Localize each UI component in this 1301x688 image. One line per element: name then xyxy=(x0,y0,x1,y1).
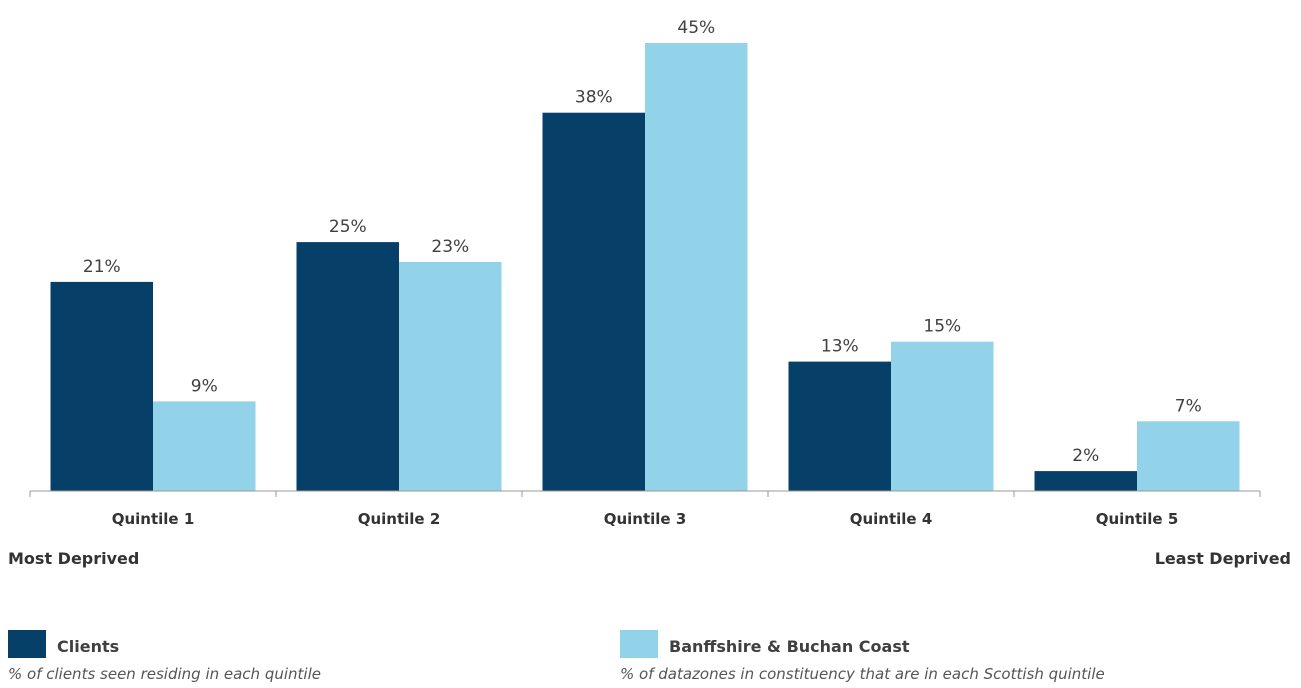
data-label-constituency-q5: 7% xyxy=(1175,396,1202,416)
category-label-q1: Quintile 1 xyxy=(112,510,195,528)
category-label-q3: Quintile 3 xyxy=(604,510,687,528)
bar-clients-q4 xyxy=(788,361,891,491)
bar-constituency-q3 xyxy=(645,43,748,491)
legend-swatch-clients xyxy=(8,630,46,658)
category-label-q4: Quintile 4 xyxy=(850,510,933,528)
legend-description-clients: % of clients seen residing in each quint… xyxy=(8,665,321,683)
data-label-clients-q3: 38% xyxy=(575,88,613,108)
bars-layer xyxy=(50,43,1240,491)
data-label-constituency-q4: 15% xyxy=(923,317,961,337)
bar-clients-q5 xyxy=(1034,471,1137,491)
data-label-constituency-q2: 23% xyxy=(431,237,469,257)
data-label-clients-q4: 13% xyxy=(821,337,859,357)
legend-name-clients: Clients xyxy=(57,637,120,656)
data-label-constituency-q3: 45% xyxy=(677,18,715,38)
bar-clients-q1 xyxy=(50,281,153,491)
category-label-q2: Quintile 2 xyxy=(358,510,441,528)
bar-constituency-q1 xyxy=(153,401,256,491)
bar-constituency-q4 xyxy=(891,341,994,491)
least-deprived-label: Least Deprived xyxy=(1154,549,1291,568)
bar-constituency-q5 xyxy=(1137,421,1240,491)
legend-description-constituency: % of datazones in constituency that are … xyxy=(620,665,1105,683)
data-label-constituency-q1: 9% xyxy=(191,376,218,396)
data-label-clients-q5: 2% xyxy=(1072,446,1099,466)
legend-name-constituency: Banffshire & Buchan Coast xyxy=(669,637,910,656)
data-label-clients-q1: 21% xyxy=(83,257,121,277)
bar-clients-q3 xyxy=(542,112,645,491)
data-labels-layer: 21% 9% 25% 23% 38% 45% 13% 15% 2% 7% xyxy=(83,18,1202,466)
data-label-clients-q2: 25% xyxy=(329,217,367,237)
x-axis: Quintile 1 Quintile 2 Quintile 3 Quintile 4… xyxy=(29,490,1261,528)
most-deprived-label: Most Deprived xyxy=(8,549,140,568)
bar-constituency-q2 xyxy=(399,262,502,491)
bar-clients-q2 xyxy=(296,242,399,491)
category-label-q5: Quintile 5 xyxy=(1096,510,1179,528)
legend-swatch-constituency xyxy=(620,630,658,658)
